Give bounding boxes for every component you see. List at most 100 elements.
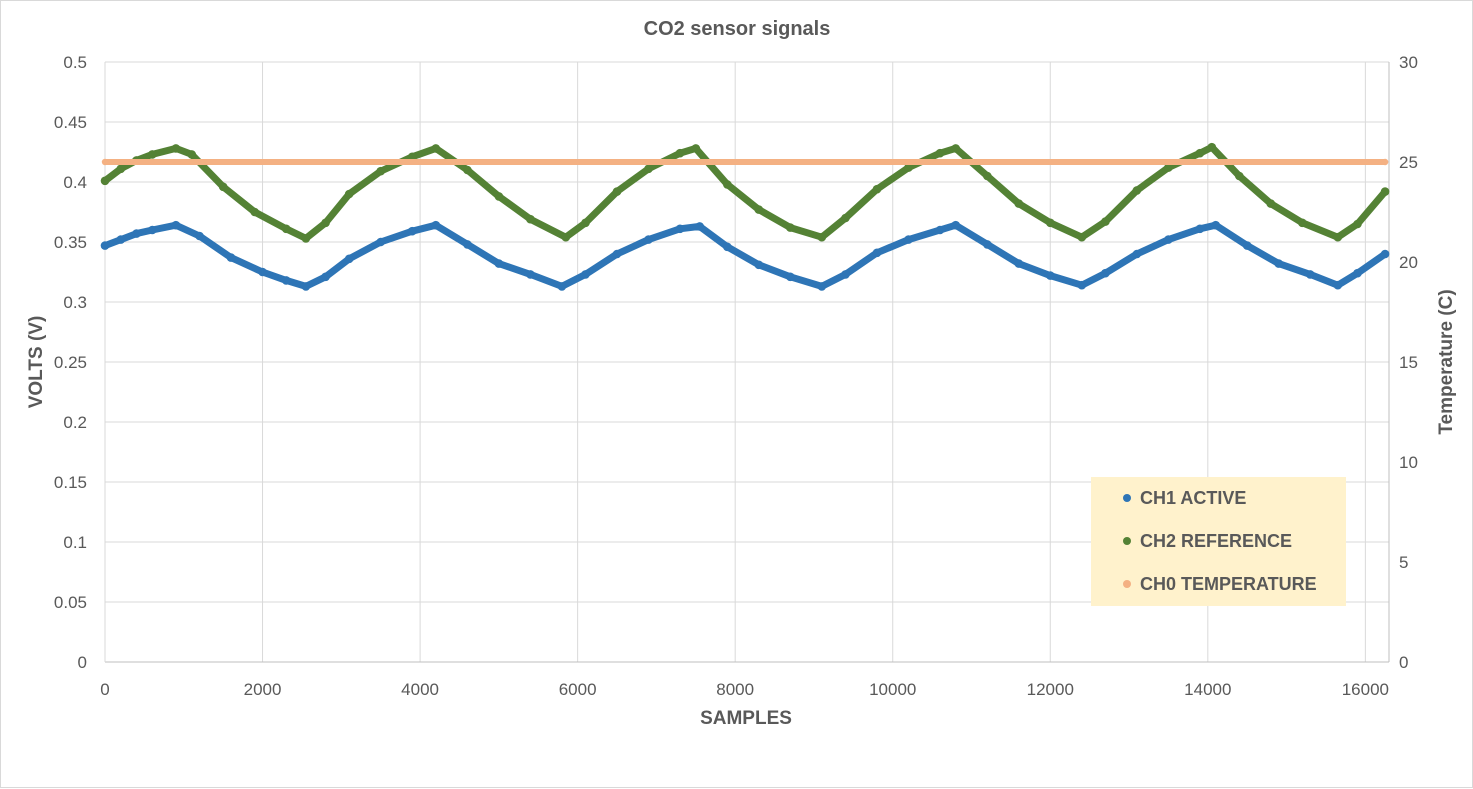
data-point [1242, 241, 1252, 250]
data-point [1207, 142, 1217, 152]
data-point [951, 144, 960, 153]
data-point [754, 260, 764, 270]
data-point [904, 163, 913, 172]
data-point [1046, 218, 1055, 228]
data-point [581, 270, 590, 279]
y2-tick-label: 20 [1399, 253, 1418, 272]
data-point [1014, 199, 1024, 208]
data-point [1046, 271, 1055, 280]
data-point [1132, 249, 1142, 259]
data-point [723, 242, 732, 252]
data-point [1101, 217, 1110, 226]
legend-marker [1123, 494, 1131, 502]
y2-tick-label: 30 [1399, 53, 1418, 72]
data-point [754, 205, 764, 214]
data-point [1164, 163, 1173, 172]
data-point [1333, 280, 1343, 290]
y-tick-label: 0.05 [54, 593, 87, 612]
x-tick-label: 14000 [1184, 680, 1231, 699]
data-point [258, 267, 267, 277]
data-point [526, 214, 535, 224]
y2-tick-label: 25 [1399, 153, 1418, 172]
data-point [1381, 158, 1389, 166]
data-point [1353, 219, 1362, 229]
y-tick-label: 0.3 [63, 293, 87, 312]
data-point [321, 272, 330, 282]
data-point [407, 226, 417, 236]
data-point [1353, 268, 1362, 278]
data-point [817, 282, 827, 291]
y2-tick-label: 10 [1399, 453, 1418, 472]
data-point [344, 254, 354, 264]
y-axis-title: VOLTS (V) [26, 316, 47, 409]
y-tick-label: 0.15 [54, 473, 87, 492]
x-tick-label: 10000 [869, 680, 916, 699]
y2-tick-label: 0 [1399, 653, 1408, 672]
data-point [171, 220, 181, 230]
data-point [904, 235, 913, 244]
data-point [1274, 259, 1283, 268]
data-point [116, 235, 126, 244]
tick-labels: 0 0.05 0.1 0.15 0.2 0.25 0.3 0.35 0.4 0.45 0.5 0 5 10… [54, 53, 1418, 699]
data-point [841, 213, 850, 223]
legend: CH1 ACTIVE CH2 REFERENCE CH0 TEMPERATURE [1091, 477, 1346, 606]
data-point [817, 232, 827, 242]
data-point [612, 249, 622, 259]
chart-title: CO2 sensor signals [644, 18, 831, 40]
y-tick-label: 0.35 [54, 233, 87, 252]
data-point [1164, 235, 1173, 244]
data-point [695, 222, 704, 231]
series-layer [100, 142, 1390, 291]
legend-label: CH2 REFERENCE [1140, 531, 1292, 551]
series-line [101, 143, 1389, 242]
data-point [116, 164, 126, 174]
data-point [1305, 270, 1315, 279]
series-1 [100, 220, 1390, 291]
data-point [376, 166, 386, 176]
data-point [786, 223, 795, 232]
data-point [281, 276, 291, 285]
data-point [983, 171, 992, 181]
data-point [1132, 186, 1142, 195]
data-point [581, 218, 590, 228]
data-point [463, 165, 472, 175]
data-point [841, 270, 850, 279]
x-axis-title: SAMPLES [700, 708, 792, 729]
data-point [526, 270, 535, 279]
data-point [101, 158, 109, 166]
data-point [561, 232, 571, 242]
legend-label: CH1 ACTIVE [1140, 488, 1246, 508]
data-point [691, 144, 701, 153]
y2-axis-title: Temperature (C) [1436, 289, 1457, 434]
data-point [557, 282, 567, 291]
y-tick-label: 0 [78, 653, 87, 672]
data-point [1333, 232, 1343, 242]
series-3 [101, 158, 1389, 166]
data-point [463, 240, 472, 249]
x-tick-label: 8000 [716, 680, 754, 699]
y-tick-label: 0.2 [63, 413, 87, 432]
legend-label: CH0 TEMPERATURE [1140, 574, 1317, 594]
data-point [983, 240, 992, 249]
y-tick-label: 0.1 [63, 533, 87, 552]
data-point [1380, 187, 1390, 196]
data-point [301, 234, 311, 243]
data-point [281, 224, 291, 234]
data-point [1077, 280, 1087, 290]
data-point [1195, 224, 1205, 234]
data-point [786, 272, 795, 282]
data-point [1077, 232, 1087, 242]
data-point [1101, 268, 1110, 278]
x-tick-label: 12000 [1027, 680, 1074, 699]
data-point [494, 192, 504, 201]
data-point [301, 282, 311, 291]
x-tick-label: 6000 [559, 680, 597, 699]
data-point [407, 152, 417, 162]
y-tick-label: 0.45 [54, 113, 87, 132]
data-point [675, 148, 685, 158]
x-tick-label: 4000 [401, 680, 439, 699]
data-point [1195, 148, 1205, 158]
data-point [1298, 218, 1307, 228]
